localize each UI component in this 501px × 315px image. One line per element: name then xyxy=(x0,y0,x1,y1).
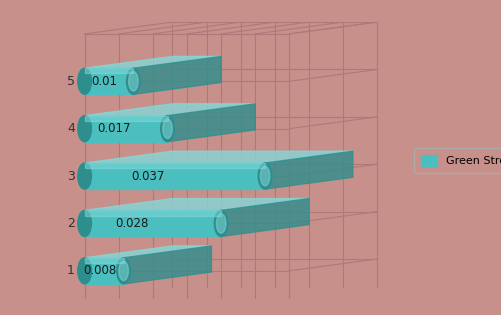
Text: 0.01: 0.01 xyxy=(91,75,117,88)
Text: 5: 5 xyxy=(67,75,75,88)
Text: 0.028: 0.028 xyxy=(116,217,149,230)
Text: 4: 4 xyxy=(67,122,75,135)
Ellipse shape xyxy=(119,261,128,281)
Polygon shape xyxy=(85,116,167,142)
Polygon shape xyxy=(85,68,133,94)
Polygon shape xyxy=(221,198,308,237)
Bar xyxy=(85,163,265,168)
Text: 2: 2 xyxy=(67,217,75,230)
Text: 0.008: 0.008 xyxy=(84,264,117,277)
Polygon shape xyxy=(85,56,221,68)
Polygon shape xyxy=(85,210,221,237)
Polygon shape xyxy=(85,151,352,163)
Polygon shape xyxy=(133,56,221,94)
Ellipse shape xyxy=(128,72,138,91)
Text: 3: 3 xyxy=(67,169,75,183)
Ellipse shape xyxy=(126,68,140,94)
Polygon shape xyxy=(123,246,211,284)
Bar xyxy=(85,258,123,263)
Polygon shape xyxy=(167,104,255,142)
Polygon shape xyxy=(265,151,352,189)
Ellipse shape xyxy=(78,210,91,237)
Bar xyxy=(85,210,221,215)
Ellipse shape xyxy=(78,116,91,142)
Polygon shape xyxy=(85,258,123,284)
Polygon shape xyxy=(85,198,308,210)
Text: 0.017: 0.017 xyxy=(97,122,130,135)
Polygon shape xyxy=(85,246,211,258)
Polygon shape xyxy=(85,104,255,116)
Bar xyxy=(85,116,167,121)
Ellipse shape xyxy=(78,68,91,94)
Ellipse shape xyxy=(258,163,272,189)
Ellipse shape xyxy=(160,116,174,142)
Ellipse shape xyxy=(117,258,130,284)
Text: 0.037: 0.037 xyxy=(131,169,164,183)
Ellipse shape xyxy=(162,119,172,138)
Text: 1: 1 xyxy=(67,264,75,277)
Ellipse shape xyxy=(216,214,225,233)
Ellipse shape xyxy=(214,210,227,237)
Legend: Green Street: Green Street xyxy=(413,148,501,173)
Ellipse shape xyxy=(78,163,91,189)
Ellipse shape xyxy=(78,258,91,284)
Polygon shape xyxy=(85,163,265,189)
Bar xyxy=(85,68,133,73)
Ellipse shape xyxy=(260,166,270,186)
